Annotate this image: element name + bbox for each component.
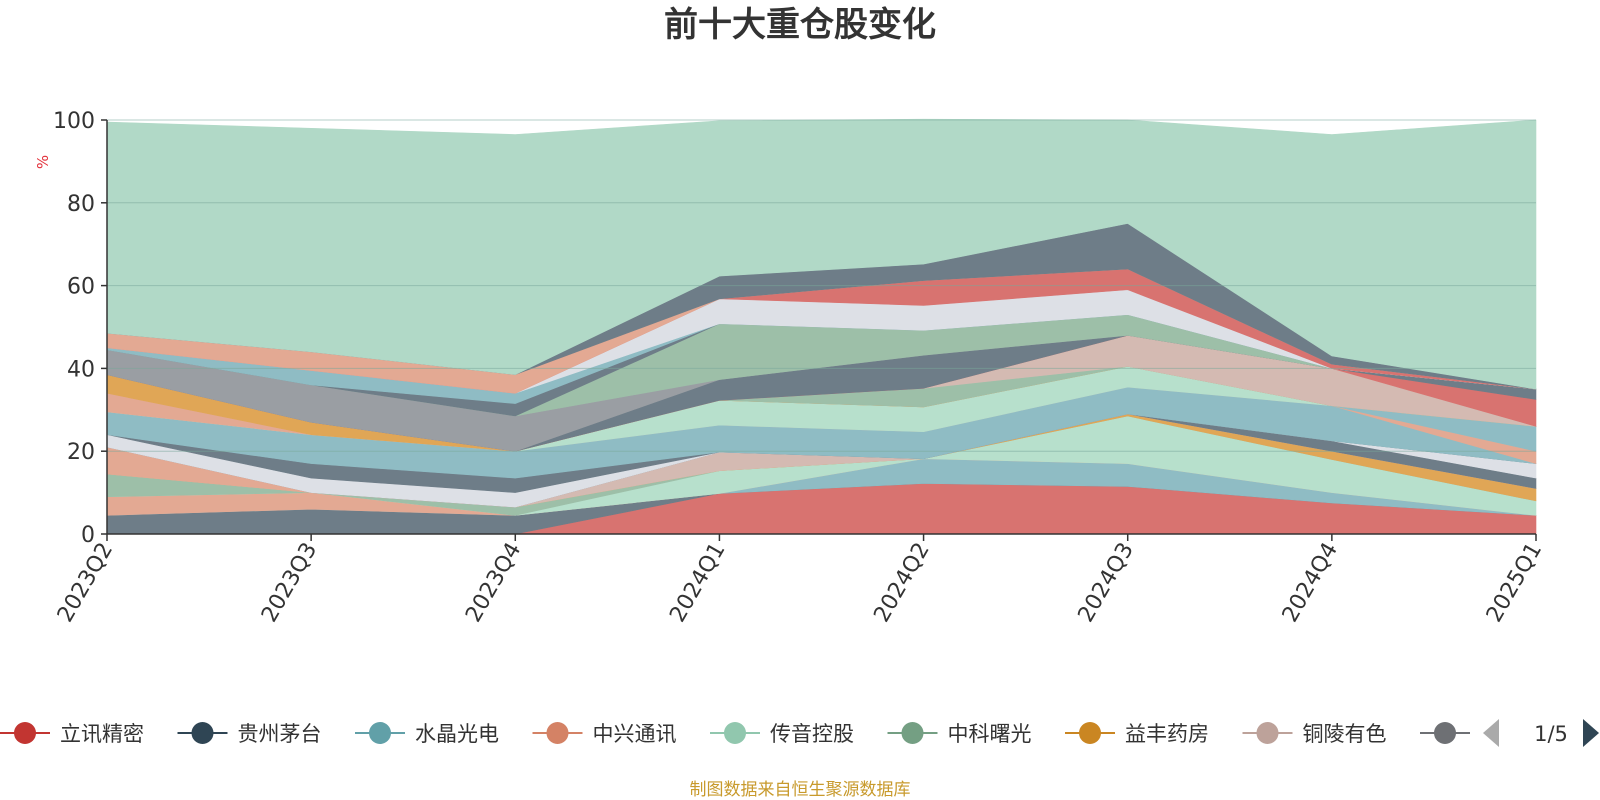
x-tick-label: 2024Q2 (869, 539, 934, 627)
legend: 立讯精密贵州茅台水晶光电中兴通讯传音控股中科曙光益丰药房铜陵有色汇1/5 (0, 705, 1600, 761)
area-layers (106, 118, 1537, 535)
legend-marker (14, 722, 36, 744)
y-tick-label: 0 (81, 523, 95, 548)
legend-marker (1256, 722, 1279, 744)
legend-label: 铜陵有色 (1303, 722, 1387, 746)
legend-page-indicator: 1/5 (1534, 722, 1568, 746)
grid-lines (107, 119, 1536, 452)
x-tick-label: 2024Q1 (665, 539, 730, 627)
legend-marker (901, 722, 924, 744)
legend-label: 立讯精密 (60, 722, 144, 746)
legend-marker (191, 722, 214, 744)
legend-label: 水晶光电 (415, 722, 499, 746)
legend-item[interactable]: 立讯精密 (0, 722, 144, 746)
legend-marker (1079, 722, 1101, 744)
x-tick-label: 2023Q3 (257, 539, 322, 627)
legend-label: 益丰药房 (1125, 722, 1209, 746)
legend-item[interactable]: 中兴通讯 (532, 722, 677, 746)
y-tick-label: 20 (67, 440, 95, 465)
legend-item[interactable]: 铜陵有色 (1242, 722, 1387, 746)
x-tick-label: 2024Q3 (1074, 539, 1139, 627)
y-tick-label: 40 (67, 357, 95, 382)
legend-item[interactable]: 水晶光电 (355, 722, 499, 746)
legend-label: 中科曙光 (948, 722, 1032, 746)
legend-item[interactable]: 贵州茅台 (177, 722, 322, 746)
x-tick-label: 2025Q1 (1482, 539, 1547, 627)
x-tick-label: 2024Q4 (1278, 539, 1343, 627)
legend-item[interactable]: 传音控股 (710, 722, 854, 746)
x-tick-label: 2023Q2 (53, 539, 118, 627)
legend-marker (724, 722, 746, 744)
chart-title: 前十大重仓股变化 (664, 5, 936, 45)
legend-item[interactable]: 中科曙光 (887, 722, 1032, 746)
legend-next-page-icon[interactable] (1583, 719, 1599, 747)
source-footer: 制图数据来自恒生聚源数据库 (690, 780, 911, 800)
legend-marker (546, 722, 569, 744)
area-series-31 (106, 118, 1537, 390)
legend-label: 传音控股 (770, 722, 854, 746)
legend-marker (1434, 722, 1456, 744)
legend-label: 贵州茅台 (238, 722, 322, 746)
y-tick-label: 60 (67, 275, 95, 300)
legend-item[interactable]: 益丰药房 (1065, 722, 1209, 746)
y-tick-label: 80 (67, 192, 95, 217)
y-tick-label: 100 (53, 109, 95, 134)
legend-marker (369, 722, 391, 744)
legend-label: 中兴通讯 (593, 722, 677, 746)
y-axis-label: % (34, 155, 52, 169)
x-tick-label: 2023Q4 (461, 539, 526, 627)
legend-prev-page-icon[interactable] (1483, 719, 1499, 747)
